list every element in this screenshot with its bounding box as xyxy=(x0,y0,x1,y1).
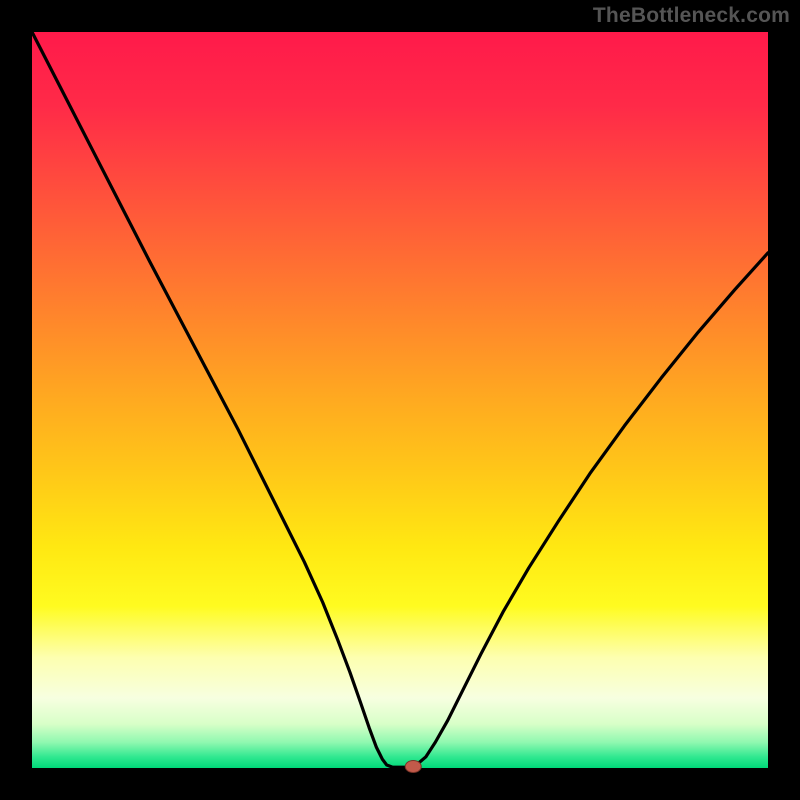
plot-background xyxy=(32,32,768,768)
optimum-marker xyxy=(405,761,421,773)
watermark-text: TheBottleneck.com xyxy=(593,4,790,28)
bottleneck-chart xyxy=(0,0,800,800)
